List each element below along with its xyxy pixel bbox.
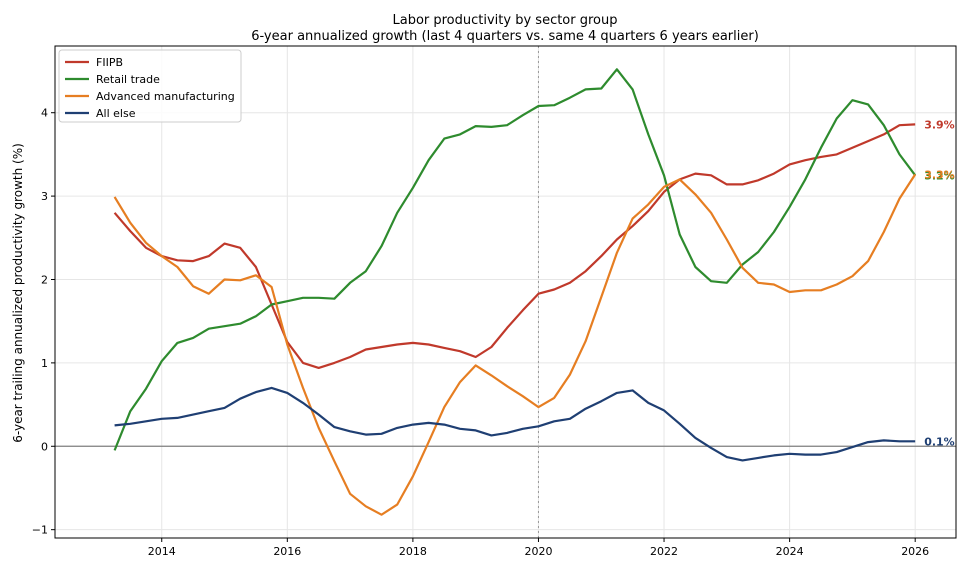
x-tick-label: 2018 bbox=[399, 545, 427, 558]
series-line-all-else bbox=[114, 386, 916, 462]
y-tick-label: 4 bbox=[41, 107, 48, 120]
end-label-advanced-manufacturing: 3.3% bbox=[924, 168, 955, 181]
legend-label: FIIPB bbox=[96, 56, 123, 69]
y-tick-label: 1 bbox=[41, 357, 48, 370]
x-tick-label: 2020 bbox=[524, 545, 552, 558]
y-tick-label: 3 bbox=[41, 190, 48, 203]
axis-ticks: 2014 2016 2018 2020 2022 2024 2026 −1 0 1 2 3 4 bbox=[32, 107, 929, 558]
y-tick-label: 2 bbox=[41, 273, 48, 286]
y-tick-label: 0 bbox=[41, 440, 48, 453]
chart-subtitle: 6-year annualized growth (last 4 quarter… bbox=[251, 29, 759, 44]
legend-label: All else bbox=[96, 107, 136, 120]
y-tick-label: −1 bbox=[32, 524, 48, 537]
series-line-retail-trade bbox=[113, 68, 917, 451]
reference-lines bbox=[55, 46, 956, 538]
x-tick-label: 2026 bbox=[901, 545, 929, 558]
legend-label: Retail trade bbox=[96, 73, 160, 86]
series-line-advanced-manufacturing bbox=[113, 173, 917, 516]
end-label-retail-trade: 3.2% bbox=[924, 169, 955, 182]
x-tick-label: 2022 bbox=[650, 545, 678, 558]
series-line-fiipb bbox=[113, 123, 916, 369]
chart-title: Labor productivity by sector group bbox=[392, 13, 617, 28]
series-lines bbox=[113, 68, 917, 516]
legend-label: Advanced manufacturing bbox=[96, 90, 235, 103]
end-label-fiipb: 3.9% bbox=[924, 118, 955, 131]
legend-box bbox=[58, 49, 242, 123]
y-axis-label: 6-year trailing annualized productivity … bbox=[11, 143, 25, 443]
x-tick-label: 2024 bbox=[776, 545, 804, 558]
end-labels: 3.9% 3.2%3.3% 0.1% bbox=[924, 118, 955, 448]
legend: FIIPB Retail trade Advanced manufacturing A… bbox=[58, 49, 242, 123]
plot-frame bbox=[54, 45, 957, 539]
x-tick-label: 2014 bbox=[148, 545, 176, 558]
x-tick-label: 2016 bbox=[273, 545, 301, 558]
end-label-all-else: 0.1% bbox=[924, 435, 955, 448]
